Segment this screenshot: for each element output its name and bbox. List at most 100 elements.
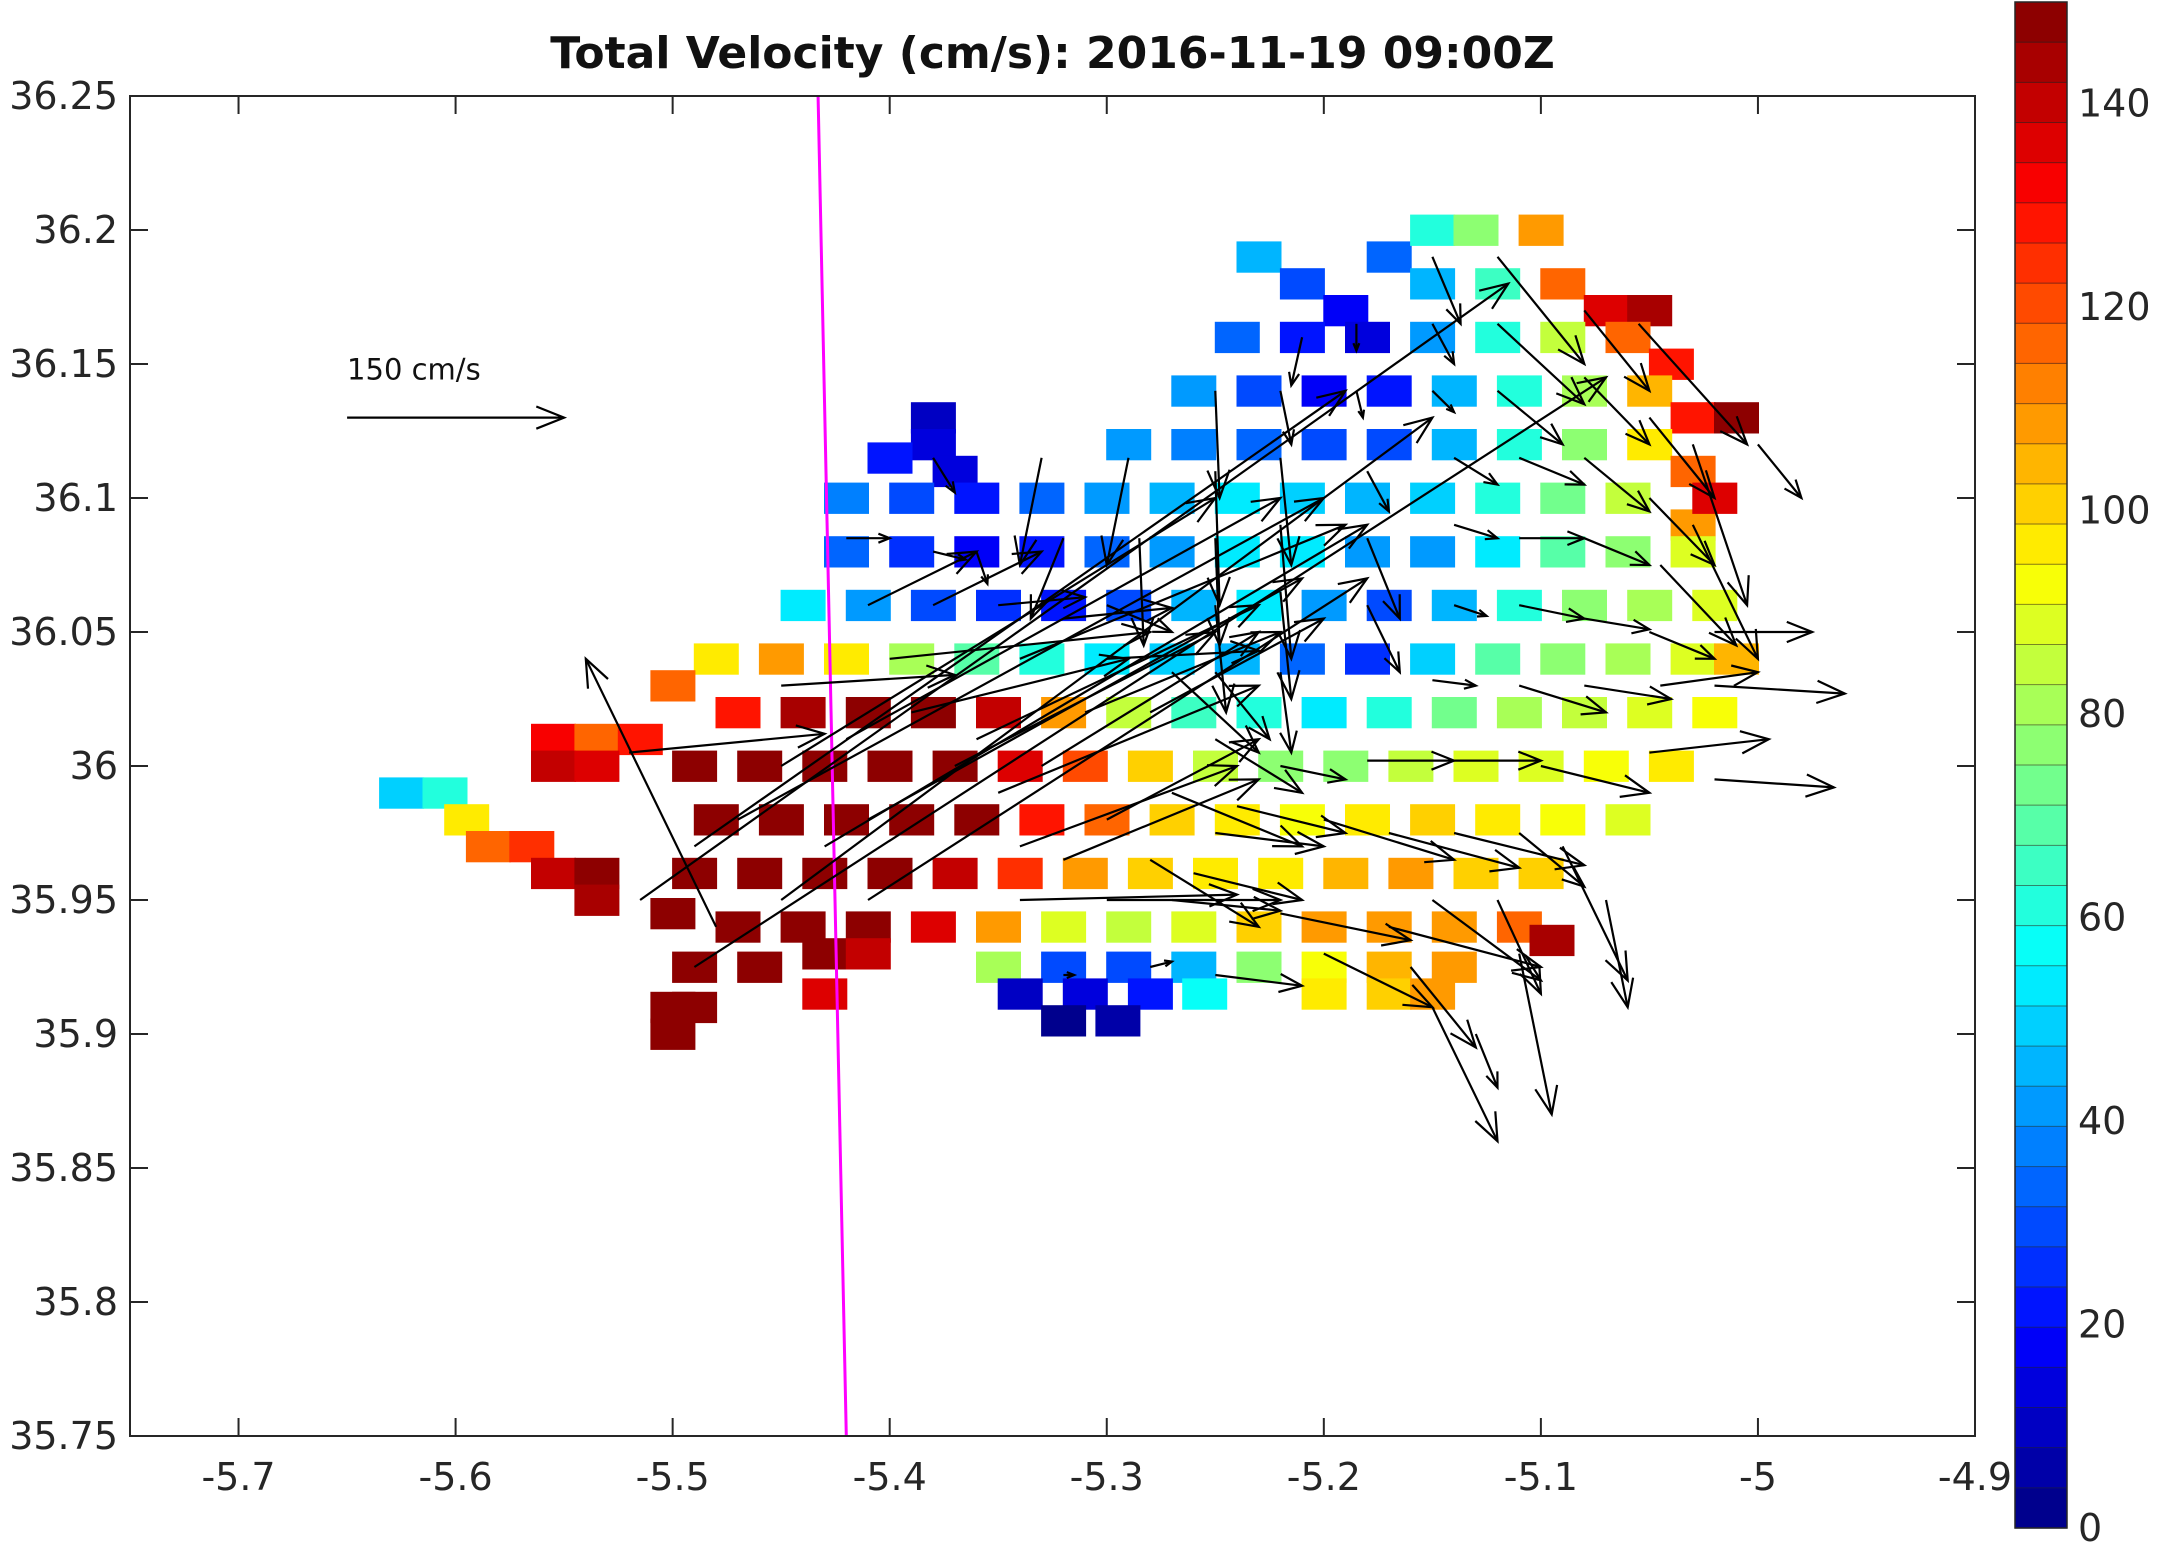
velocity-arrow: [639, 281, 1511, 901]
velocity-arrow: [1583, 456, 1652, 514]
velocity-cell: [1171, 951, 1217, 983]
velocity-cell: [758, 643, 804, 675]
velocity-arrow: [1206, 390, 1231, 501]
colorbar-swatch: [2015, 845, 2067, 887]
velocity-cell: [1431, 375, 1477, 407]
velocity-cell: [1301, 951, 1347, 983]
y-tick-label: 36: [70, 744, 118, 788]
velocity-cell: [1583, 750, 1629, 782]
velocity-cell: [1236, 697, 1282, 729]
velocity-cell: [1182, 978, 1228, 1010]
velocity-cell: [1214, 321, 1260, 354]
velocity-arrow: [1084, 630, 1284, 714]
velocity-arrow: [1193, 872, 1305, 906]
velocity-cell: [1345, 643, 1390, 675]
velocity-cell: [1345, 482, 1390, 514]
velocity-arrow: [1691, 444, 1750, 609]
velocity-cell: [1279, 268, 1325, 300]
velocity-cell: [1301, 697, 1347, 729]
velocity-cell: [379, 777, 425, 809]
colorbar-swatch: [2015, 1367, 2067, 1409]
velocity-arrow: [584, 656, 718, 928]
velocity-cell: [1518, 857, 1564, 890]
velocity-arrow: [1496, 389, 1565, 447]
velocity-heatmap: [379, 214, 1759, 1050]
x-tick-label: -5.1: [1504, 1455, 1578, 1499]
velocity-cell: [1540, 643, 1586, 675]
velocity-cell: [1127, 750, 1173, 782]
velocity-arrow: [1171, 895, 1284, 921]
velocity-cell: [1345, 804, 1390, 836]
velocity-arrow: [1215, 830, 1327, 856]
velocity-cell: [1475, 643, 1521, 675]
x-tick-label: -5.5: [636, 1455, 710, 1499]
velocity-cell: [867, 857, 913, 890]
x-tick-label: -5.4: [853, 1455, 927, 1499]
velocity-arrow: [1149, 617, 1327, 714]
velocity-arrow: [1062, 778, 1262, 861]
velocity-cell: [1041, 911, 1087, 943]
velocity-cell: [976, 697, 1021, 729]
velocity-cell: [1648, 348, 1694, 380]
colorbar-tick-label: 0: [2078, 1506, 2102, 1544]
velocity-arrow: [781, 664, 958, 689]
y-tick-label: 35.95: [9, 878, 118, 922]
velocity-arrow: [1063, 598, 1175, 623]
velocity-arrow: [1019, 523, 1349, 660]
velocity-cell: [737, 750, 783, 782]
velocity-arrow: [1518, 456, 1588, 486]
velocity-arrow: [1149, 959, 1175, 969]
velocity-cell: [1366, 429, 1412, 461]
velocity-cell: [1670, 402, 1716, 434]
velocity-arrow: [1453, 456, 1501, 487]
velocity-cell: [997, 978, 1043, 1010]
velocity-cell: [1171, 375, 1217, 407]
velocity-cell: [531, 723, 576, 756]
velocity-arrow: [1453, 831, 1588, 871]
velocity-cell: [997, 857, 1043, 890]
velocity-cell: [574, 750, 620, 782]
velocity-cell: [1019, 482, 1065, 514]
velocity-cell: [802, 938, 848, 970]
colorbar-swatch: [2015, 42, 2067, 83]
velocity-arrow: [1171, 791, 1305, 848]
velocity-cell: [1410, 482, 1456, 514]
velocity-cell: [1496, 375, 1542, 407]
velocity-cell: [1410, 536, 1456, 568]
velocity-arrow: [1280, 764, 1349, 784]
chart-title: Total Velocity (cm/s): 2016-11-19 09:00Z: [550, 28, 1555, 79]
velocity-cell: [465, 831, 511, 863]
section-line-layer: [816, 96, 848, 1436]
colorbar-swatch: [2015, 724, 2067, 766]
velocity-arrow: [1496, 899, 1543, 997]
velocity-cell: [824, 482, 869, 514]
colorbar-tick-label: 20: [2078, 1303, 2126, 1347]
velocity-arrow: [1714, 620, 1816, 644]
velocity-cell: [672, 991, 718, 1024]
velocity-cell: [737, 857, 783, 890]
velocity-cell: [1453, 750, 1499, 782]
velocity-cell: [650, 1018, 696, 1050]
velocity-arrow: [1518, 953, 1559, 1118]
velocity-arrow: [1206, 471, 1231, 609]
velocity-cell: [1583, 295, 1629, 327]
velocity-arrow: [846, 532, 893, 544]
velocity-cell: [910, 429, 956, 461]
velocity-cell: [1475, 268, 1521, 300]
colorbar-swatch: [2015, 283, 2067, 324]
x-tick-label: -5.6: [419, 1455, 493, 1499]
velocity-arrow: [1280, 912, 1414, 947]
y-tick-label: 36.25: [9, 74, 118, 118]
velocity-cell: [824, 536, 869, 568]
x-tick-label: -4.9: [1938, 1455, 2012, 1499]
velocity-cell: [1041, 951, 1087, 983]
velocity-cell: [910, 911, 956, 943]
velocity-arrow: [1279, 672, 1298, 756]
velocity-cell: [889, 804, 935, 836]
velocity-cell: [1345, 321, 1390, 354]
colorbar-swatch: [2015, 1447, 2067, 1489]
velocity-cell: [1475, 482, 1521, 514]
colorbar-frame: [2014, 1, 2068, 1529]
velocity-cell: [1019, 804, 1065, 836]
